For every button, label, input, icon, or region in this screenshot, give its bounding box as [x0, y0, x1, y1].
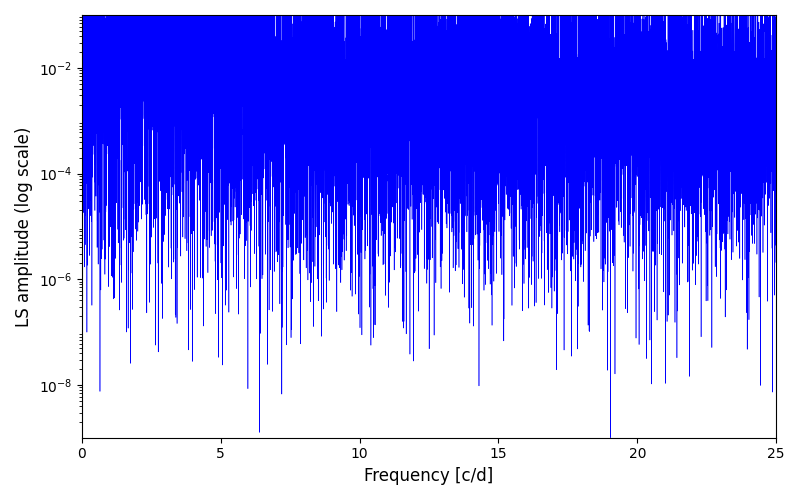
- X-axis label: Frequency [c/d]: Frequency [c/d]: [364, 467, 494, 485]
- Y-axis label: LS amplitude (log scale): LS amplitude (log scale): [15, 126, 33, 326]
